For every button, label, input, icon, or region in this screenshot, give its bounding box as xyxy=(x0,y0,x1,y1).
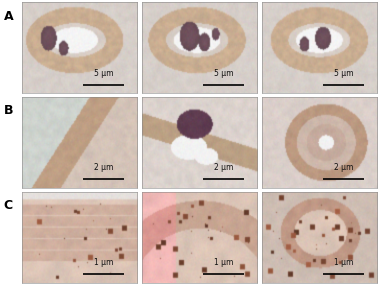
Text: C: C xyxy=(4,199,13,212)
Text: 2 μm: 2 μm xyxy=(334,163,353,172)
Text: 1 μm: 1 μm xyxy=(214,258,233,267)
Text: 5 μm: 5 μm xyxy=(334,69,353,78)
Text: 2 μm: 2 μm xyxy=(94,163,113,172)
Text: A: A xyxy=(4,10,13,23)
Text: 5 μm: 5 μm xyxy=(94,69,113,78)
Text: 1 μm: 1 μm xyxy=(94,258,113,267)
Text: 5 μm: 5 μm xyxy=(214,69,233,78)
Text: B: B xyxy=(4,104,13,117)
Text: 2 μm: 2 μm xyxy=(214,163,233,172)
Text: 1 μm: 1 μm xyxy=(334,258,353,267)
